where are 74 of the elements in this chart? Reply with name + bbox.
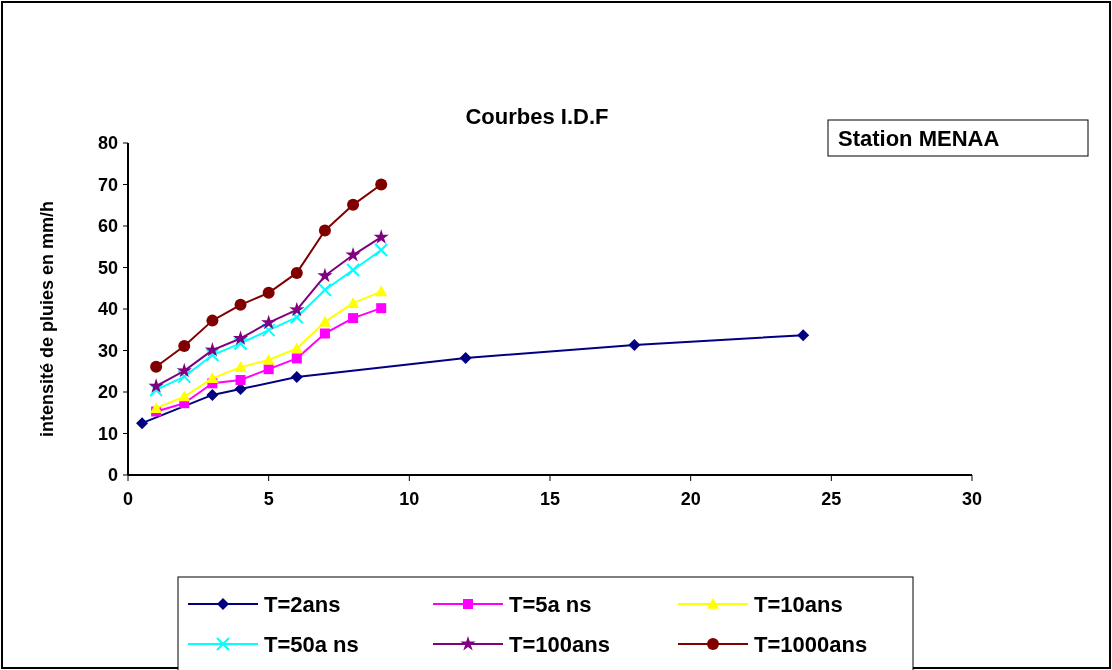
point <box>346 262 361 277</box>
x-tick-label: 5 <box>263 489 274 509</box>
legend-label: T=10ans <box>754 591 843 617</box>
point <box>628 339 641 352</box>
point <box>204 342 221 357</box>
point <box>261 314 277 330</box>
point <box>290 342 303 354</box>
point <box>235 374 246 385</box>
legend-label: T=100ans <box>509 631 610 657</box>
point <box>150 360 163 373</box>
point <box>206 388 219 401</box>
point <box>136 417 149 430</box>
y-tick-label: 30 <box>97 340 118 361</box>
point <box>206 372 219 384</box>
legend-label: T=50a ns <box>264 631 359 657</box>
point <box>318 224 331 237</box>
x-tick-label: 20 <box>680 489 701 509</box>
point <box>205 348 220 363</box>
point <box>262 286 275 299</box>
point <box>317 282 332 297</box>
point <box>373 229 389 244</box>
point <box>233 336 248 351</box>
point <box>234 383 247 396</box>
x-tick-label: 0 <box>122 489 134 509</box>
x-tick-label: 10 <box>399 489 420 509</box>
point <box>375 285 388 297</box>
point <box>317 267 333 283</box>
legend-label: T=2ans <box>264 591 341 617</box>
point <box>178 390 191 402</box>
point <box>319 328 330 339</box>
point <box>345 247 361 262</box>
point <box>347 198 360 211</box>
point <box>234 361 247 372</box>
point <box>262 354 275 365</box>
x-tick-label: 30 <box>961 489 983 509</box>
y-tick-label: 0 <box>107 465 118 486</box>
point <box>148 378 164 393</box>
y-tick-label: 80 <box>97 133 118 154</box>
point <box>374 243 389 258</box>
y-axis-title: intensité de pluies en mm/h <box>37 200 57 438</box>
chart-title: Courbes I.D.F <box>465 104 609 129</box>
point <box>234 298 247 311</box>
y-tick-label: 20 <box>97 382 118 403</box>
point <box>291 353 302 364</box>
y-tick-label: 50 <box>97 257 118 278</box>
point <box>289 310 304 325</box>
point <box>261 323 276 338</box>
point <box>263 364 274 375</box>
point <box>797 329 810 342</box>
x-tick-label: 25 <box>821 489 842 509</box>
point <box>289 301 305 317</box>
point <box>318 315 331 327</box>
point <box>206 314 219 327</box>
point <box>376 303 387 314</box>
y-tick-label: 60 <box>97 216 118 237</box>
point <box>290 266 303 279</box>
point <box>232 330 249 345</box>
point <box>149 382 164 397</box>
point <box>347 297 360 308</box>
y-tick-label: 40 <box>97 299 118 320</box>
y-tick-label: 10 <box>97 423 118 444</box>
y-tick-label: 70 <box>97 174 118 195</box>
point <box>348 313 359 324</box>
x-tick-label: 15 <box>539 489 561 509</box>
point <box>290 371 303 384</box>
annotation: Station MENAA <box>838 126 1000 151</box>
point <box>375 178 388 191</box>
legend-label: T=5a ns <box>509 591 592 617</box>
point <box>177 369 192 384</box>
point <box>459 351 472 364</box>
point <box>176 362 192 378</box>
legend-label: T=1000ans <box>754 631 868 657</box>
point <box>150 402 163 413</box>
point <box>178 339 191 352</box>
